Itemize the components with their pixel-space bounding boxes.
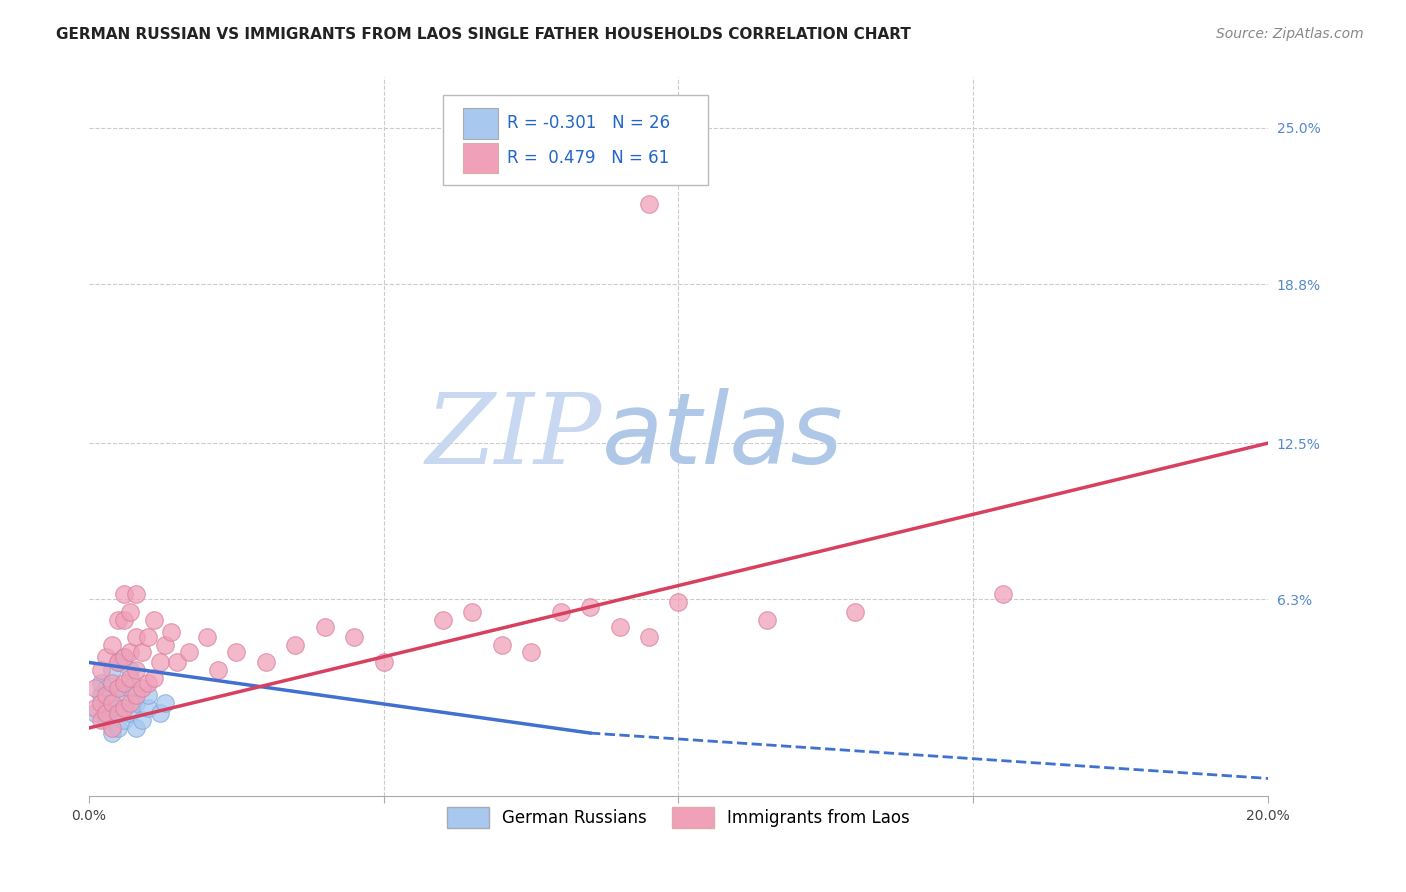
Point: [638, 630, 661, 644]
Point: [112, 650, 135, 665]
Point: [136, 701, 159, 715]
Point: [112, 587, 135, 601]
Point: [131, 681, 153, 695]
Point: [125, 587, 148, 601]
Point: [101, 726, 124, 740]
Point: [550, 605, 572, 619]
Point: [136, 688, 159, 702]
Point: [107, 721, 129, 735]
Point: [491, 638, 513, 652]
Point: [177, 645, 200, 659]
Text: atlas: atlas: [602, 388, 844, 485]
Point: [107, 656, 129, 670]
Point: [314, 620, 336, 634]
Point: [118, 663, 141, 677]
Point: [107, 681, 129, 695]
Point: [118, 645, 141, 659]
Point: [118, 681, 141, 695]
Point: [83, 706, 105, 720]
Point: [520, 645, 543, 659]
Text: GERMAN RUSSIAN VS IMMIGRANTS FROM LAOS SINGLE FATHER HOUSEHOLDS CORRELATION CHAR: GERMAN RUSSIAN VS IMMIGRANTS FROM LAOS S…: [56, 27, 911, 42]
Point: [83, 681, 105, 695]
Point: [195, 630, 218, 644]
Point: [83, 701, 105, 715]
Point: [668, 595, 690, 609]
Point: [343, 630, 366, 644]
Point: [142, 613, 165, 627]
Point: [136, 630, 159, 644]
Legend: German Russians, Immigrants from Laos: German Russians, Immigrants from Laos: [440, 801, 917, 835]
Point: [131, 714, 153, 728]
FancyBboxPatch shape: [463, 108, 498, 138]
Point: [136, 675, 159, 690]
Point: [125, 696, 148, 710]
Point: [107, 701, 129, 715]
Point: [96, 681, 118, 695]
Point: [107, 613, 129, 627]
Point: [131, 645, 153, 659]
Point: [125, 721, 148, 735]
Point: [155, 638, 177, 652]
Text: R =  0.479   N = 61: R = 0.479 N = 61: [508, 149, 669, 167]
Point: [112, 650, 135, 665]
FancyBboxPatch shape: [463, 143, 498, 173]
Point: [112, 688, 135, 702]
Point: [160, 625, 183, 640]
Point: [142, 671, 165, 685]
FancyBboxPatch shape: [443, 95, 709, 186]
Point: [96, 688, 118, 702]
Point: [461, 605, 484, 619]
Point: [609, 620, 631, 634]
Point: [125, 630, 148, 644]
Point: [125, 663, 148, 677]
Point: [101, 721, 124, 735]
Point: [118, 671, 141, 685]
Point: [284, 638, 307, 652]
Point: [90, 663, 112, 677]
Point: [118, 605, 141, 619]
Point: [101, 696, 124, 710]
Point: [112, 701, 135, 715]
Point: [112, 714, 135, 728]
Point: [112, 613, 135, 627]
Point: [148, 706, 170, 720]
Point: [991, 587, 1014, 601]
Text: R = -0.301   N = 26: R = -0.301 N = 26: [508, 114, 671, 132]
Point: [107, 656, 129, 670]
Point: [107, 706, 129, 720]
Point: [844, 605, 866, 619]
Point: [148, 656, 170, 670]
Text: Source: ZipAtlas.com: Source: ZipAtlas.com: [1216, 27, 1364, 41]
Point: [579, 599, 602, 614]
Point: [90, 675, 112, 690]
Point: [96, 714, 118, 728]
Point: [112, 675, 135, 690]
Point: [225, 645, 247, 659]
Point: [118, 696, 141, 710]
Point: [101, 638, 124, 652]
Point: [101, 663, 124, 677]
Point: [96, 706, 118, 720]
Point: [107, 681, 129, 695]
Point: [755, 613, 778, 627]
Point: [373, 656, 395, 670]
Point: [90, 714, 112, 728]
Point: [96, 650, 118, 665]
Point: [101, 675, 124, 690]
Point: [432, 613, 454, 627]
Point: [207, 663, 229, 677]
Point: [254, 656, 277, 670]
Point: [638, 196, 661, 211]
Point: [155, 696, 177, 710]
Point: [166, 656, 188, 670]
Point: [90, 696, 112, 710]
Point: [118, 706, 141, 720]
Point: [101, 696, 124, 710]
Point: [96, 701, 118, 715]
Point: [90, 688, 112, 702]
Point: [125, 688, 148, 702]
Text: ZIP: ZIP: [426, 389, 602, 484]
